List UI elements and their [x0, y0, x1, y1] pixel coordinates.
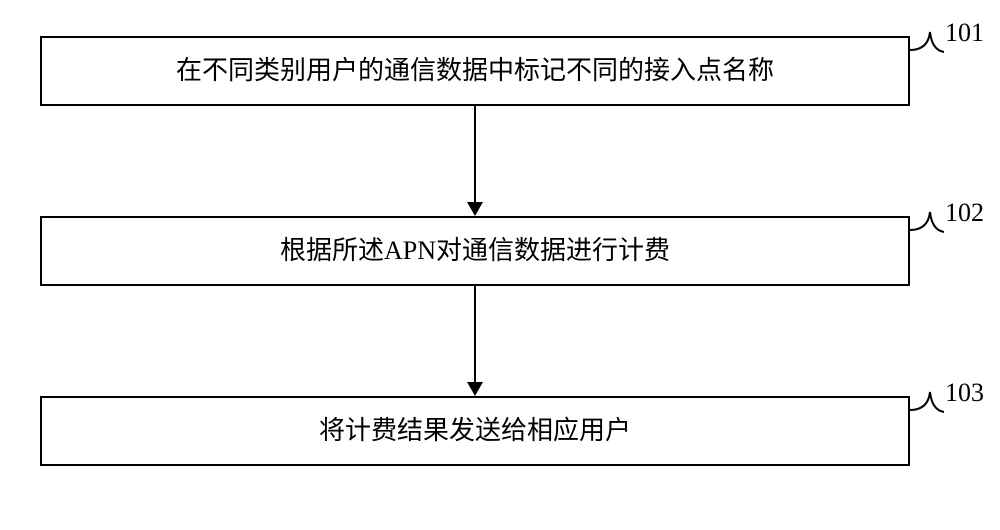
- flow-step-102-text: 根据所述APN对通信数据进行计费: [280, 235, 670, 266]
- label-101: 101: [945, 18, 984, 48]
- connector-101-102: [465, 106, 485, 218]
- flowchart-canvas: 在不同类别用户的通信数据中标记不同的接入点名称 101 根据所述APN对通信数据…: [0, 0, 1000, 530]
- connector-102-103: [465, 286, 485, 398]
- label-103: 103: [945, 378, 984, 408]
- flow-step-101: 在不同类别用户的通信数据中标记不同的接入点名称: [40, 36, 910, 106]
- flow-step-102: 根据所述APN对通信数据进行计费: [40, 216, 910, 286]
- flow-step-103-text: 将计费结果发送给相应用户: [319, 415, 631, 446]
- callout-101: [910, 20, 944, 54]
- callout-103: [910, 380, 944, 414]
- label-102: 102: [945, 198, 984, 228]
- callout-102: [910, 200, 944, 234]
- flow-step-103: 将计费结果发送给相应用户: [40, 396, 910, 466]
- flow-step-101-text: 在不同类别用户的通信数据中标记不同的接入点名称: [176, 55, 774, 86]
